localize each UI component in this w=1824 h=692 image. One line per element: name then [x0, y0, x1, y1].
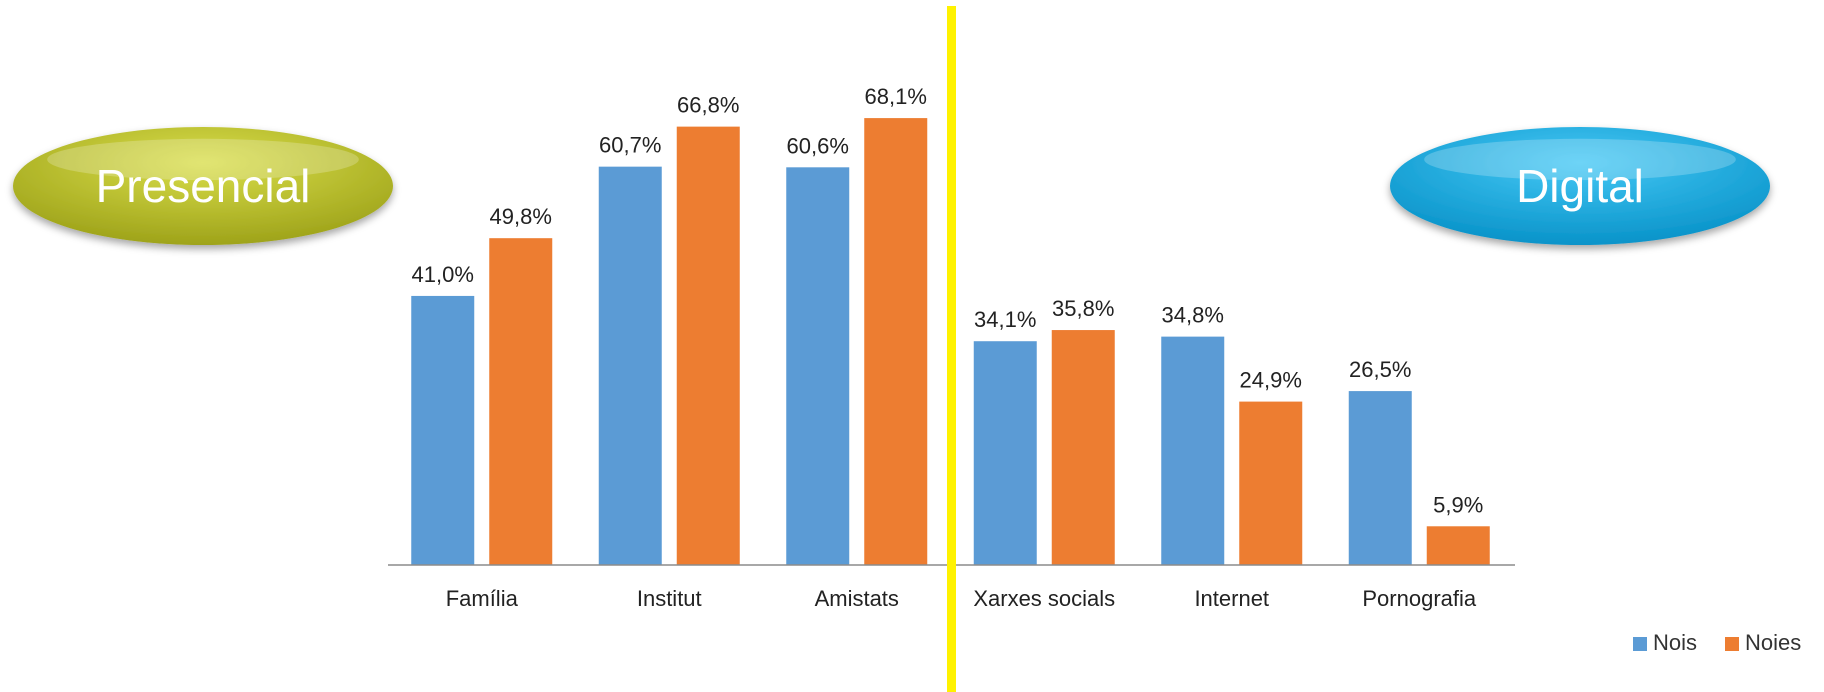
bar-nois-familia	[411, 295, 475, 565]
bar-noies-amistats	[864, 118, 928, 565]
data-label-nois-familia: 41,0%	[412, 262, 474, 287]
data-label-noies-xarxes-socials: 35,8%	[1052, 296, 1114, 321]
data-label-nois-xarxes-socials: 34,1%	[974, 307, 1036, 332]
data-label-noies-institut: 66,8%	[677, 93, 739, 118]
group-badge-highlight-digital	[1424, 138, 1736, 181]
data-label-nois-pornografia: 26,5%	[1349, 357, 1411, 382]
bar-noies-pornografia	[1426, 526, 1490, 565]
category-label-pornografia: Pornografia	[1362, 586, 1477, 611]
category-label-amistats: Amistats	[815, 586, 899, 611]
bar-noies-internet	[1239, 401, 1303, 565]
data-label-nois-institut: 60,7%	[599, 133, 661, 158]
data-label-noies-familia: 49,8%	[490, 204, 552, 229]
data-label-nois-internet: 34,8%	[1162, 303, 1224, 328]
bar-nois-amistats	[786, 167, 850, 565]
group-badge-highlight-presencial	[47, 138, 359, 181]
legend-swatch-nois	[1633, 637, 1647, 651]
bar-noies-xarxes-socials	[1051, 330, 1115, 565]
bars-layer	[411, 118, 1490, 565]
bar-nois-institut	[598, 166, 662, 565]
data-label-noies-internet: 24,9%	[1240, 368, 1302, 393]
legend-label-nois: Nois	[1653, 630, 1697, 655]
legend-swatch-noies	[1725, 637, 1739, 651]
group-badge-digital	[1390, 127, 1770, 245]
bar-nois-xarxes-socials	[973, 341, 1037, 565]
bar-nois-pornografia	[1348, 391, 1412, 565]
value-labels-layer: 41,0% 49,8% 60,7% 66,8% 60,6% 68,1% 34,1% 35,8%…	[412, 84, 1484, 517]
category-label-institut: Institut	[637, 586, 702, 611]
legend: Nois Noies	[1633, 630, 1801, 655]
group-badges: Presencial Digital	[13, 127, 1770, 245]
legend-label-noies: Noies	[1745, 630, 1801, 655]
group-badge-presencial	[13, 127, 393, 245]
category-label-familia: Família	[446, 586, 519, 611]
group-label-digital: Digital	[1516, 160, 1644, 212]
section-divider	[947, 6, 956, 692]
data-label-noies-pornografia: 5,9%	[1433, 492, 1483, 517]
group-label-presencial: Presencial	[96, 160, 311, 212]
data-label-nois-amistats: 60,6%	[787, 133, 849, 158]
bar-nois-internet	[1161, 336, 1225, 565]
data-label-noies-amistats: 68,1%	[865, 84, 927, 109]
category-labels-layer: Família Institut Amistats Xarxes socials Int…	[446, 586, 1477, 611]
bar-noies-institut	[676, 126, 740, 565]
category-label-internet: Internet	[1194, 586, 1269, 611]
category-label-xarxes-socials: Xarxes socials	[973, 586, 1115, 611]
bar-noies-familia	[489, 238, 553, 565]
